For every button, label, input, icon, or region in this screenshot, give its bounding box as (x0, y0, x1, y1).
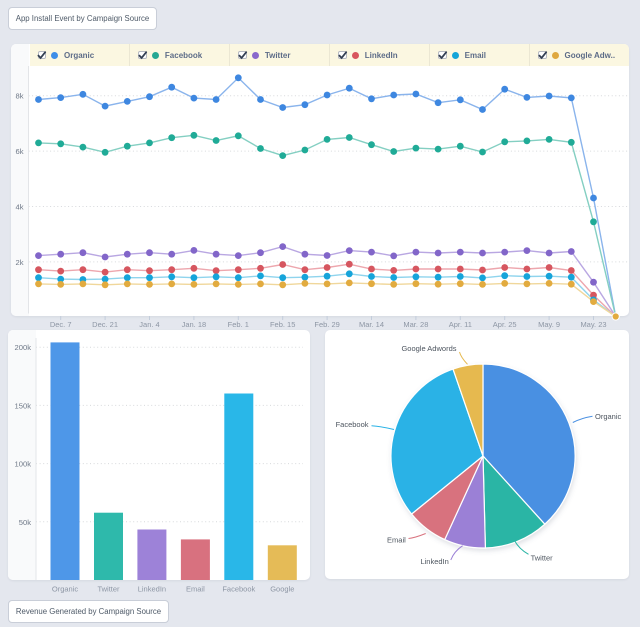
svg-text:Feb. 1: Feb. 1 (228, 320, 249, 329)
svg-text:Email: Email (186, 585, 205, 594)
svg-text:Jan. 4: Jan. 4 (139, 320, 159, 329)
svg-text:Mar. 28: Mar. 28 (403, 320, 428, 329)
svg-text:Facebook: Facebook (222, 585, 255, 594)
svg-text:Organic: Organic (52, 585, 79, 594)
svg-text:Google: Google (270, 585, 294, 594)
svg-text:May. 9: May. 9 (538, 320, 560, 329)
svg-text:LinkedIn: LinkedIn (138, 585, 166, 594)
svg-text:Twitter: Twitter (97, 585, 120, 594)
svg-text:Dec. 21: Dec. 21 (92, 320, 118, 329)
svg-text:Jan. 18: Jan. 18 (182, 320, 207, 329)
svg-text:Feb. 29: Feb. 29 (314, 320, 339, 329)
svg-text:Mar. 14: Mar. 14 (359, 320, 384, 329)
svg-text:Dec. 7: Dec. 7 (50, 320, 72, 329)
svg-text:Apr. 25: Apr. 25 (493, 320, 517, 329)
svg-text:May. 23: May. 23 (580, 320, 606, 329)
svg-text:Feb. 15: Feb. 15 (270, 320, 295, 329)
svg-text:Apr. 11: Apr. 11 (449, 320, 472, 329)
